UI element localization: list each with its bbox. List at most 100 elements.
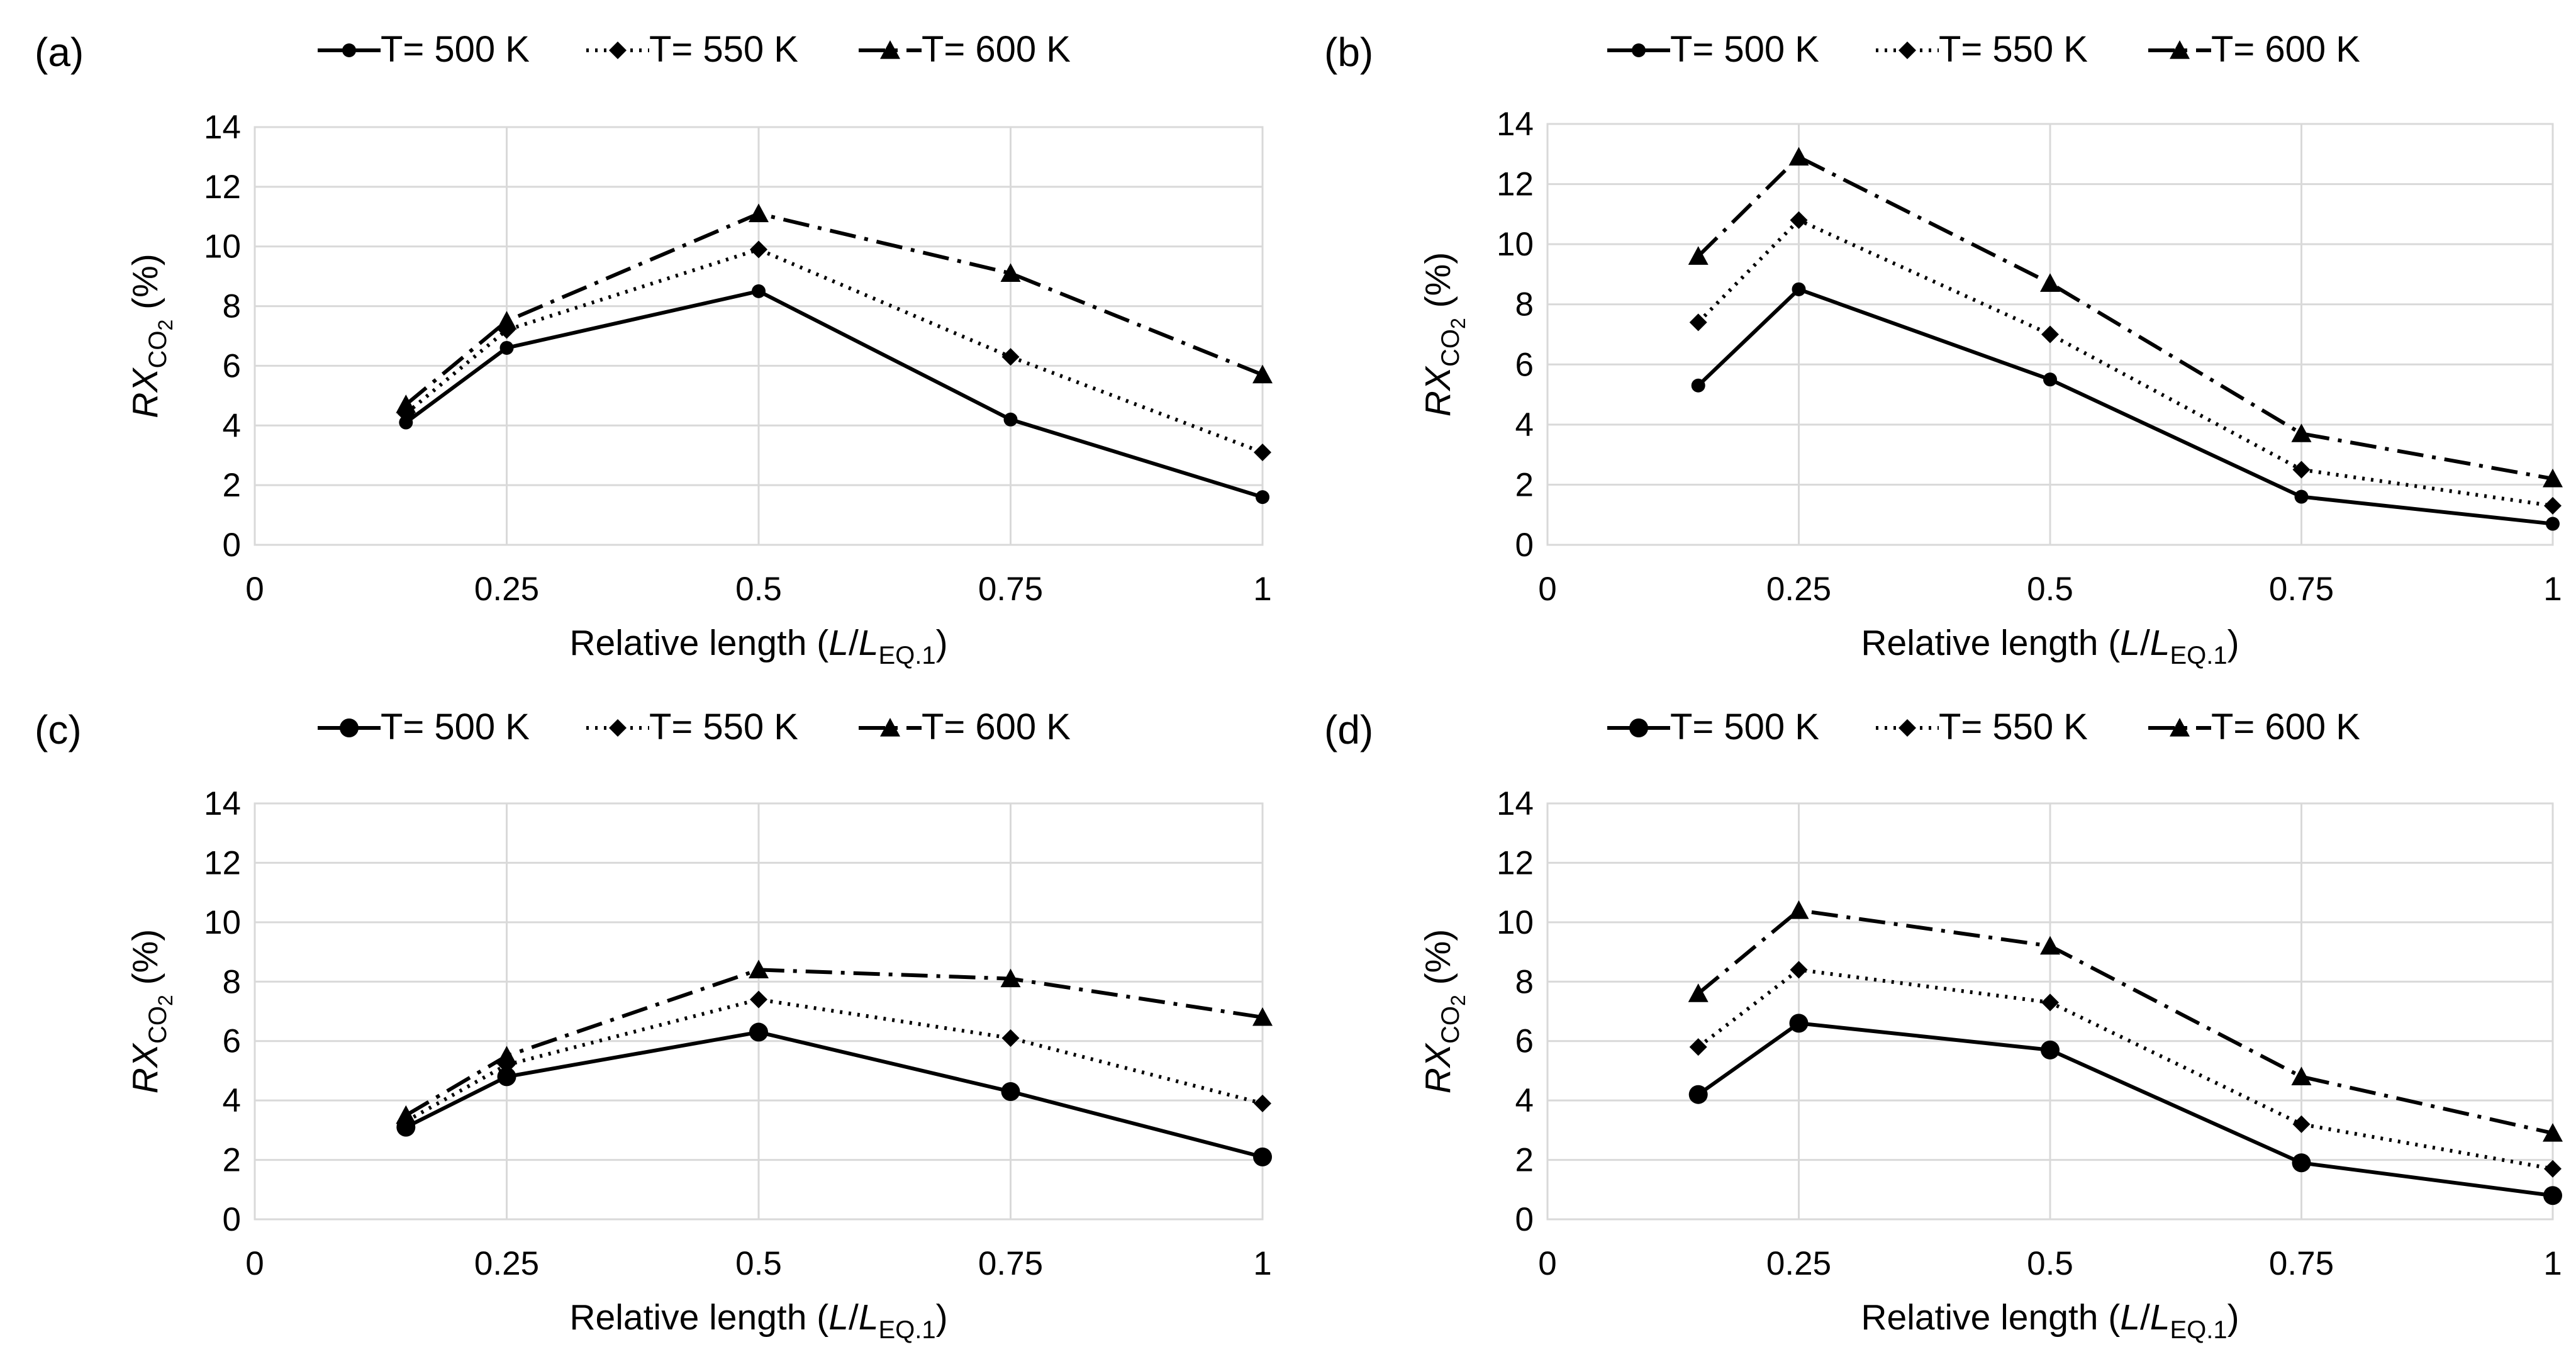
data-point: [1689, 1038, 1707, 1056]
data-point: [1788, 147, 1809, 166]
y-axis-title: RXCO2 (%): [125, 929, 177, 1093]
data-point: [1001, 1029, 1020, 1047]
legend-label: T= 550 K: [1939, 707, 2088, 747]
legend-marker: [609, 719, 627, 737]
y-tick-label: 4: [1515, 1082, 1534, 1119]
y-axis-title-var: RX: [1418, 1043, 1458, 1093]
data-point: [1000, 263, 1021, 282]
y-tick-label: 6: [1515, 346, 1534, 383]
x-axis-title-subscript: EQ.1: [879, 1316, 936, 1344]
data-point: [1254, 1094, 1271, 1112]
data-point: [2040, 936, 2060, 955]
data-point: [1691, 378, 1705, 393]
legend-item: T= 600 K: [859, 707, 1071, 747]
legend-marker: [342, 43, 356, 57]
legend-item: T= 550 K: [586, 707, 798, 747]
series-2: [397, 990, 1271, 1131]
data-point: [1256, 490, 1269, 505]
legend-marker: [1899, 42, 1916, 59]
data-point: [1001, 1082, 1020, 1101]
legend-label: T= 500 K: [1670, 29, 1819, 70]
y-axis-title-subscript2: 2: [1447, 318, 1469, 329]
x-tick-label: 0.75: [2269, 1245, 2334, 1282]
series-2: [1689, 961, 2562, 1178]
y-tick-label: 12: [204, 844, 241, 881]
x-axis-title-var: L: [859, 1297, 879, 1338]
y-tick-label: 2: [223, 467, 241, 504]
data-point: [2041, 1040, 2060, 1059]
y-tick-label: 8: [1515, 963, 1534, 1000]
data-point: [396, 1105, 416, 1124]
legend-item: T= 600 K: [2148, 29, 2360, 70]
x-tick-label: 1: [2543, 1245, 2562, 1282]
x-axis-title-var: L: [828, 623, 849, 663]
legend-label: T= 500 K: [1670, 707, 1819, 747]
y-tick-label: 6: [1515, 1023, 1534, 1060]
data-point: [1001, 348, 1020, 366]
x-axis-title: Relative length (L/LEQ.1): [569, 1297, 947, 1344]
y-tick-label: 2: [1515, 1142, 1534, 1179]
x-axis-title-slash: /: [2140, 623, 2150, 663]
legend-label: T= 500 K: [381, 707, 530, 747]
y-axis-title-subscript2: 2: [154, 320, 177, 331]
x-axis-title-text: Relative length (: [569, 1297, 828, 1338]
data-point: [2292, 461, 2311, 479]
series-2: [1689, 211, 2562, 515]
x-tick-label: 0.5: [735, 571, 782, 608]
series-line: [1697, 218, 2553, 508]
series-3: [1688, 147, 2563, 488]
x-axis-title-var: L: [2120, 1297, 2140, 1338]
series-line: [1697, 968, 2553, 1171]
data-point: [496, 311, 517, 330]
data-point: [2041, 993, 2059, 1012]
legend-label: T= 550 K: [649, 707, 798, 747]
y-tick-label: 14: [204, 109, 241, 146]
data-point: [396, 394, 416, 413]
data-point: [1253, 1147, 1272, 1166]
legend-item: T= 550 K: [586, 29, 798, 70]
data-point: [2543, 1186, 2562, 1205]
y-tick-label: 8: [1515, 286, 1534, 323]
x-tick-label: 1: [1253, 571, 1271, 608]
x-axis-title-slash: /: [849, 623, 859, 663]
series-1: [1691, 282, 2560, 531]
legend-label: T= 550 K: [649, 29, 798, 70]
x-tick-label: 0: [245, 571, 264, 608]
data-point: [1792, 282, 1806, 296]
legend-marker: [2170, 718, 2190, 737]
legend-item: T= 500 K: [318, 29, 530, 70]
series-line: [404, 211, 1264, 406]
panel-label: (b): [1324, 30, 1373, 75]
y-axis-title-subscript: CO: [1437, 329, 1464, 367]
series-3: [1688, 900, 2563, 1142]
y-axis-title-unit: (%): [125, 929, 165, 995]
y-tick-label: 10: [1497, 226, 1534, 263]
data-point: [749, 203, 769, 223]
y-tick-label: 4: [1515, 406, 1534, 444]
data-point: [2543, 1123, 2563, 1142]
data-point: [1003, 412, 1018, 427]
x-tick-label: 0.5: [2027, 1245, 2073, 1282]
series-line: [404, 1030, 1263, 1159]
data-point: [2543, 468, 2563, 488]
x-axis-title: Relative length (L/LEQ.1): [1861, 623, 2239, 669]
data-point: [750, 990, 767, 1009]
data-point: [1688, 1085, 1708, 1104]
series-line: [1697, 1021, 2553, 1198]
y-tick-label: 6: [223, 347, 241, 384]
legend-marker: [1629, 718, 1648, 737]
x-axis-title-text: Relative length (: [1861, 1297, 2120, 1338]
data-point: [1688, 246, 1709, 265]
data-point: [749, 959, 769, 978]
legend-label: T= 600 K: [2211, 707, 2360, 747]
y-tick-label: 4: [223, 1082, 241, 1119]
legend-marker: [880, 40, 900, 59]
y-tick-label: 12: [204, 169, 241, 206]
y-axis-title-unit: (%): [1418, 929, 1458, 995]
legend-marker: [880, 718, 900, 737]
x-tick-label: 0: [1538, 571, 1556, 608]
y-tick-label: 0: [223, 1201, 241, 1238]
